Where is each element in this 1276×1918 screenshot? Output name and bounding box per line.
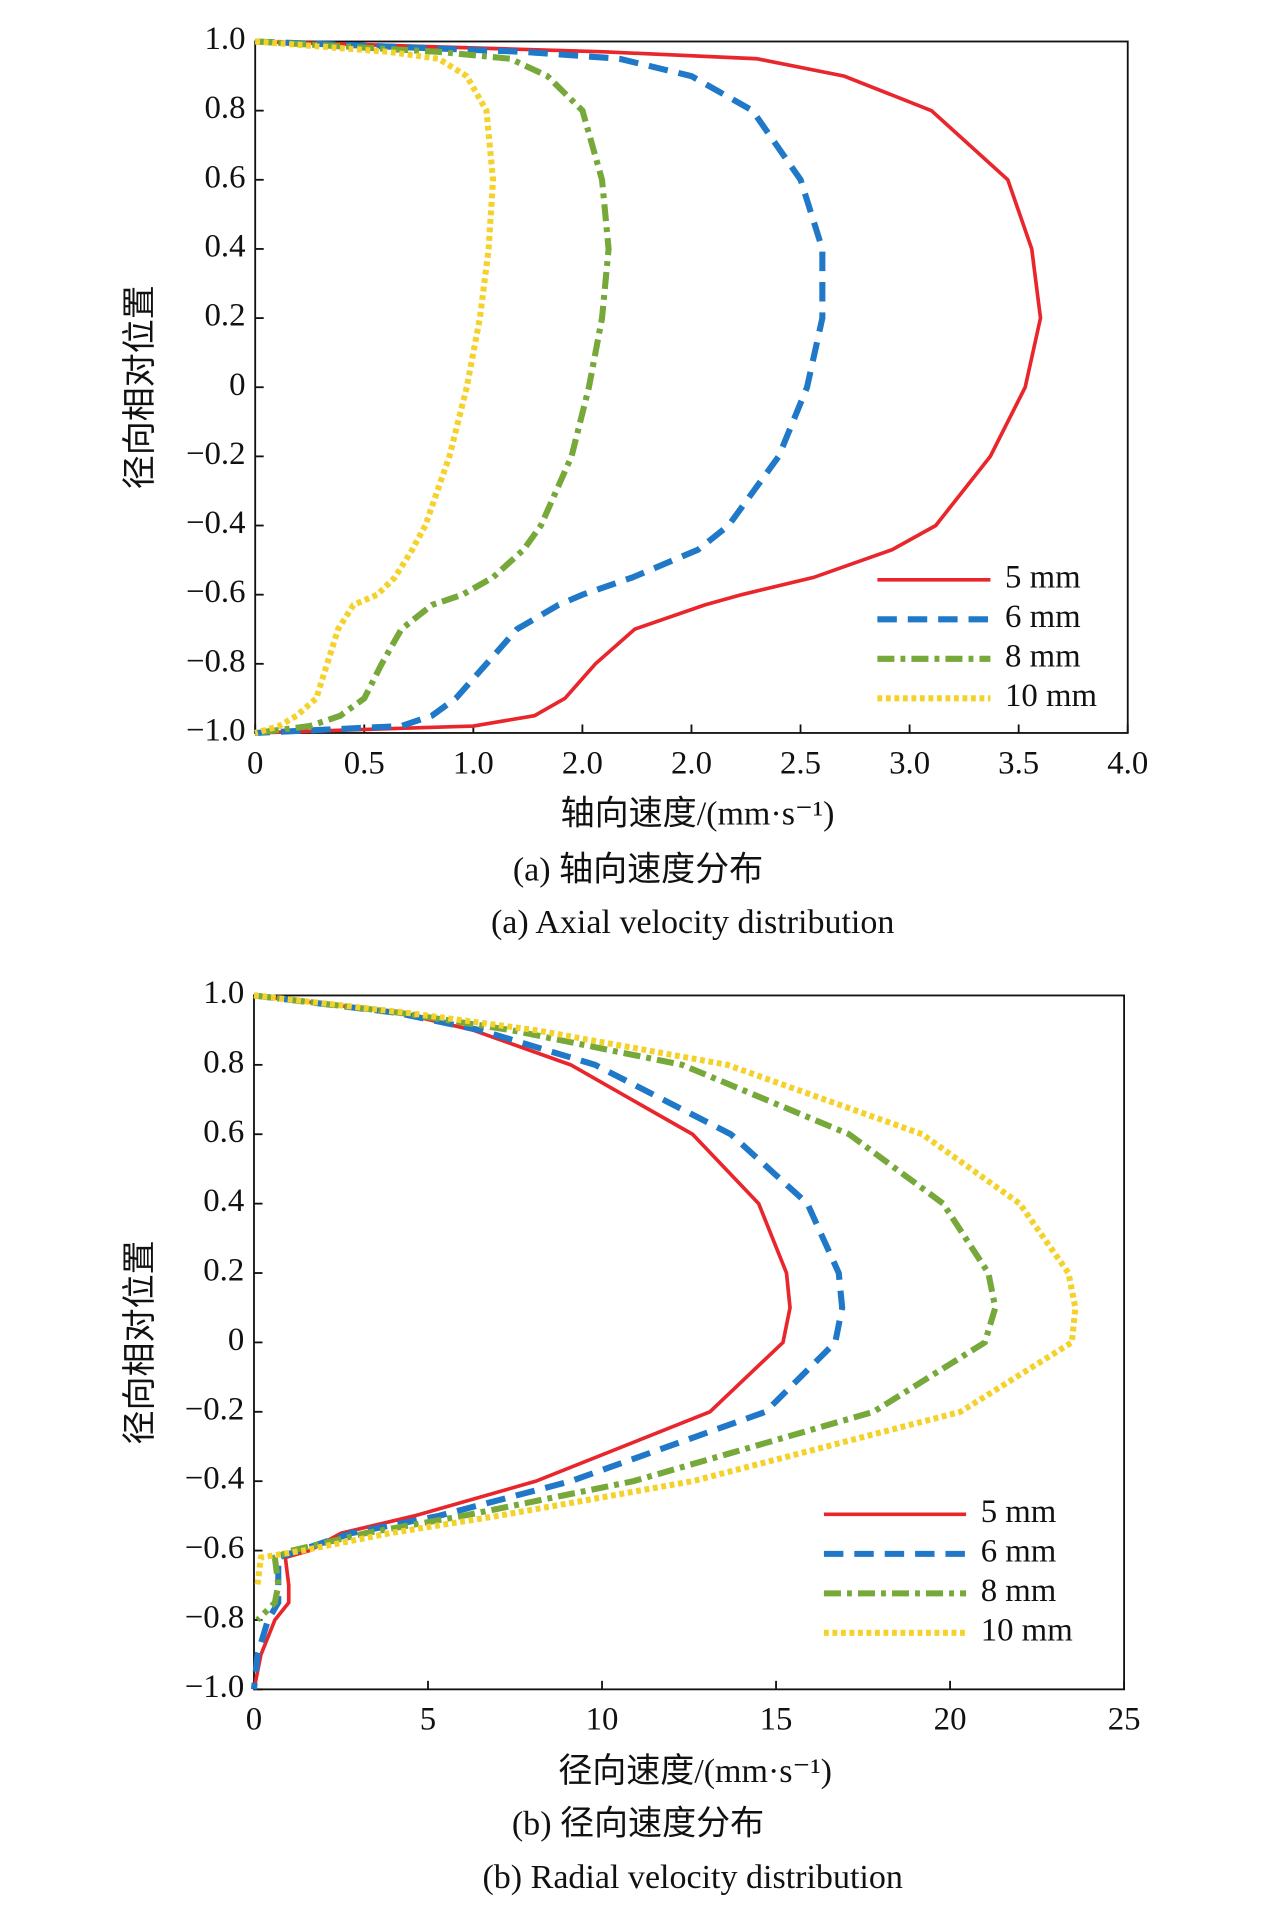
x-tick-label: 5 <box>420 1702 436 1738</box>
y-tick-label: −0.2 <box>185 1391 245 1427</box>
y-tick-label: 0.2 <box>204 298 245 334</box>
legend-label: 8 mm <box>981 1573 1057 1609</box>
y-tick-label: −0.8 <box>185 1599 245 1635</box>
y-tick-label: 0.2 <box>203 1253 244 1289</box>
series-line <box>254 38 612 736</box>
series-line <box>253 992 999 1623</box>
caption: (a) Axial velocity distribution <box>491 904 894 941</box>
legend-label: 10 mm <box>981 1612 1073 1648</box>
legend-label: 6 mm <box>981 1533 1057 1569</box>
series-line <box>250 992 846 1690</box>
x-axis-label: 径向速度/(mm·s⁻¹) <box>558 1752 832 1790</box>
y-tick-label: −0.2 <box>186 436 246 472</box>
series-line <box>255 38 826 737</box>
x-tick-label: 10 <box>586 1702 619 1738</box>
y-tick-label: 1.0 <box>204 21 245 57</box>
y-tick-label: 0.6 <box>204 159 245 195</box>
series-line <box>252 993 792 1690</box>
y-tick-label: 0.8 <box>204 90 245 126</box>
y-tick-label: 0.6 <box>203 1114 244 1150</box>
y-tick-label: 0 <box>228 1322 244 1358</box>
y-tick-label: 0.8 <box>203 1044 244 1080</box>
caption: (b) 径向速度分布 <box>512 1804 764 1842</box>
y-tick-label: 0 <box>229 367 245 403</box>
series-line <box>254 38 497 736</box>
y-tick-label: −0.8 <box>186 643 246 679</box>
x-axis-label: 轴向速度/(mm·s⁻¹) <box>561 795 835 833</box>
legend-label: 8 mm <box>1005 638 1081 674</box>
y-axis-label: 径向相对位置 <box>121 1240 159 1444</box>
y-tick-label: −0.4 <box>185 1461 245 1497</box>
legend-label: 5 mm <box>981 1494 1057 1530</box>
plot-frame <box>254 40 1129 734</box>
legend-label: 10 mm <box>1005 678 1097 714</box>
x-tick-label: 1.0 <box>453 745 494 781</box>
x-tick-label: 4.0 <box>1107 745 1148 781</box>
x-tick-label: 2.0 <box>562 745 603 781</box>
x-tick-label: 2.0 <box>671 745 712 781</box>
x-tick-label: 20 <box>934 1702 967 1738</box>
y-tick-label: −0.6 <box>186 574 246 610</box>
legend-label: 5 mm <box>1005 559 1081 595</box>
caption: (a) 轴向速度分布 <box>513 851 763 889</box>
y-tick-label: −0.6 <box>185 1530 245 1566</box>
y-tick-label: 0.4 <box>203 1183 244 1219</box>
y-tick-label: −1.0 <box>185 1669 245 1705</box>
x-tick-label: 3.0 <box>889 745 930 781</box>
y-tick-label: 1.0 <box>203 975 244 1011</box>
x-tick-label: 2.5 <box>780 745 821 781</box>
y-tick-label: −0.4 <box>186 505 246 541</box>
x-tick-label: 0 <box>246 1702 262 1738</box>
caption: (b) Radial velocity distribution <box>482 1859 902 1896</box>
y-tick-label: −1.0 <box>186 712 246 748</box>
series-line <box>253 992 1079 1586</box>
x-tick-label: 25 <box>1108 1702 1141 1738</box>
legend-label: 6 mm <box>1005 599 1081 635</box>
y-tick-label: 0.4 <box>204 228 245 264</box>
series-line <box>255 39 1043 735</box>
y-axis-label: 径向相对位置 <box>121 285 159 489</box>
x-tick-label: 0 <box>247 745 263 781</box>
x-tick-label: 15 <box>760 1702 793 1738</box>
x-tick-label: 3.5 <box>998 745 1039 781</box>
x-tick-label: 0.5 <box>344 745 385 781</box>
